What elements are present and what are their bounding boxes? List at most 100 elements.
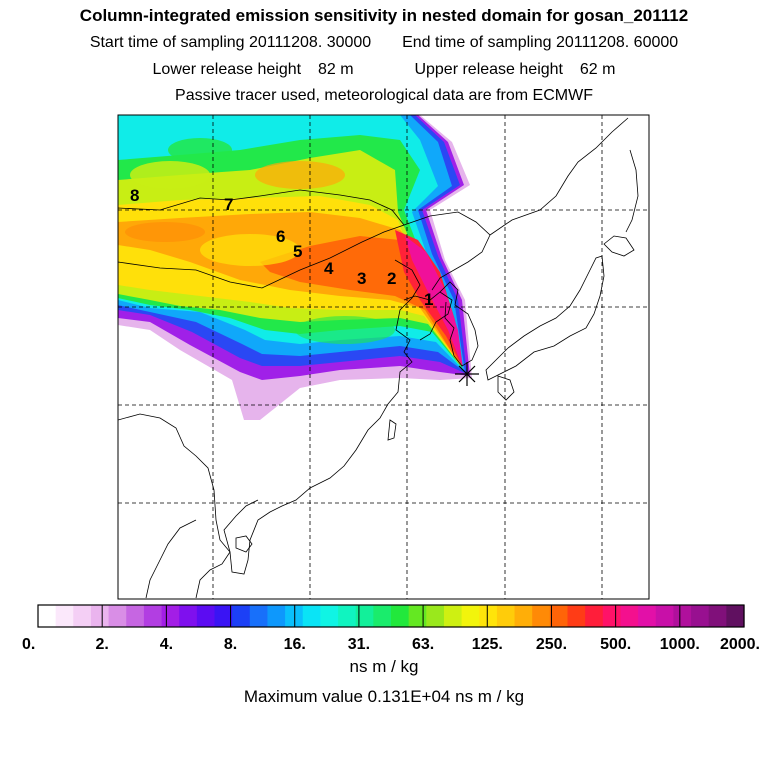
colorbar-cell <box>461 605 480 627</box>
colorbar-cell <box>55 605 74 627</box>
colorbar-tick-label: 31. <box>348 636 370 653</box>
plume-patch <box>168 138 232 162</box>
colorbar-cell <box>302 605 321 627</box>
start-time-value: 20111208. 30000 <box>249 34 372 51</box>
plume-marker-1: 1 <box>424 290 433 309</box>
colorbar-tick-label: 125. <box>472 636 503 653</box>
colorbar-cell <box>249 605 269 627</box>
colorbar-cells <box>38 605 745 627</box>
colorbar-cell <box>708 605 727 627</box>
plume-marker-3: 3 <box>357 269 366 288</box>
colorbar-cell <box>355 605 374 627</box>
colorbar-cell <box>196 605 216 627</box>
sensitivity-map: 1 2 3 4 5 6 7 8 <box>117 114 650 600</box>
colorbar-cell <box>232 605 251 627</box>
colorbar-cell <box>338 605 357 627</box>
lower-height-label: Lower release height <box>152 61 302 78</box>
colorbar-cell <box>691 605 710 627</box>
maximum-value-units: ns m / kg <box>455 687 525 706</box>
colorbar-cell <box>602 605 622 627</box>
end-time-label: End time of sampling <box>402 34 552 51</box>
japan-kyushu <box>497 375 515 401</box>
plume-patch <box>125 222 205 242</box>
colorbar-cell <box>391 605 410 627</box>
plume-marker-labels: 1 2 3 4 5 6 7 8 <box>130 186 433 309</box>
colorbar-cell <box>373 605 392 627</box>
chart-title: Column-integrated emission sensitivity i… <box>79 6 689 25</box>
plume-field <box>118 115 472 420</box>
colorbar-cell <box>320 605 339 627</box>
upper-height-label: Upper release height <box>414 61 563 78</box>
plume-patch <box>295 316 395 344</box>
colorbar-cell <box>143 605 163 627</box>
sakhalin <box>625 149 639 233</box>
colorbar-cell <box>655 605 674 627</box>
colorbar-cell <box>426 605 445 627</box>
colorbar-cell <box>443 605 463 627</box>
colorbar-cell <box>38 605 57 627</box>
colorbar-cell <box>585 605 604 627</box>
plume-marker-5: 5 <box>293 242 302 261</box>
colorbar-cell <box>532 605 551 627</box>
plume-marker-2: 2 <box>387 269 396 288</box>
plume-patch <box>130 161 210 189</box>
tracer-note: Passive tracer used, meteorological data… <box>175 87 593 104</box>
plume-band-red <box>395 230 462 366</box>
plume-patch <box>200 234 300 266</box>
russia-coast <box>489 117 629 236</box>
colorbar-cell <box>408 605 427 627</box>
sampling-time-line: Start time of sampling 20111208. 30000 E… <box>0 34 768 52</box>
plume-band-magenta <box>405 236 463 368</box>
colorbar-cell <box>673 605 692 627</box>
china-coastline <box>229 259 421 575</box>
bohai-coast <box>403 291 453 341</box>
upper-height-value: 62 m <box>579 61 616 78</box>
colorbar-tick-label: 2. <box>96 636 109 653</box>
lower-height-value: 82 m <box>317 61 354 78</box>
graticule <box>118 115 649 599</box>
coastlines <box>118 117 639 599</box>
colorbar-cell <box>108 605 127 627</box>
start-time-label: Start time of sampling <box>89 34 245 51</box>
taiwan <box>387 419 397 441</box>
plume-patch <box>255 161 345 189</box>
colorbar-tick-label: 250. <box>536 636 567 653</box>
colorbar-tick-labels: 0. 2. 4. 8. 16. 31. 63. 125. 250. 500. 1000. 2000. <box>22 636 760 653</box>
colorbar-cell <box>549 605 569 627</box>
japan-honshu <box>485 255 605 381</box>
northeast-border <box>403 211 491 291</box>
plume-marker-4: 4 <box>324 259 334 278</box>
colorbar-tick-label: 4. <box>160 636 173 653</box>
colorbar-cell <box>267 605 286 627</box>
release-height-line: Lower release height 82 m Upper release … <box>0 61 768 79</box>
maximum-value-line: Maximum value 0.131E+04 ns m / kg <box>0 687 768 707</box>
colorbar-tick-label: 0. <box>22 636 35 653</box>
colorbar-tick-label: 63. <box>412 636 434 653</box>
colorbar-tick-label: 1000. <box>660 636 700 653</box>
colorbar-cell <box>126 605 145 627</box>
map-frame <box>117 114 650 600</box>
colorbar-tick-label: 16. <box>284 636 306 653</box>
colorbar-cell <box>496 605 516 627</box>
colorbar-cell <box>90 605 110 627</box>
colorbar-cell <box>161 605 180 627</box>
colorbar-tick-label: 500. <box>600 636 631 653</box>
korea-outline <box>439 281 479 367</box>
colorbar-cell <box>179 605 198 627</box>
colorbar: 0. 2. 4. 8. 16. 31. 63. 125. 250. 500. 1000. 2000. <box>22 604 760 653</box>
colorbar-cell <box>726 605 745 627</box>
colorbar-cell <box>514 605 533 627</box>
colorbar-cell <box>567 605 586 627</box>
colorbar-units: ns m / kg <box>349 657 419 676</box>
colorbar-frame <box>37 604 745 628</box>
colorbar-cell <box>285 605 304 627</box>
colorbar-cell <box>620 605 639 627</box>
receptor-star <box>455 362 479 386</box>
plume-marker-8: 8 <box>130 186 139 205</box>
colorbar-cell <box>214 605 233 627</box>
indochina-border <box>145 499 259 599</box>
plume-marker-7: 7 <box>224 195 233 214</box>
japan-hokkaido <box>603 235 635 257</box>
end-time-value: 20111208. 60000 <box>555 34 679 51</box>
hainan <box>235 535 253 553</box>
